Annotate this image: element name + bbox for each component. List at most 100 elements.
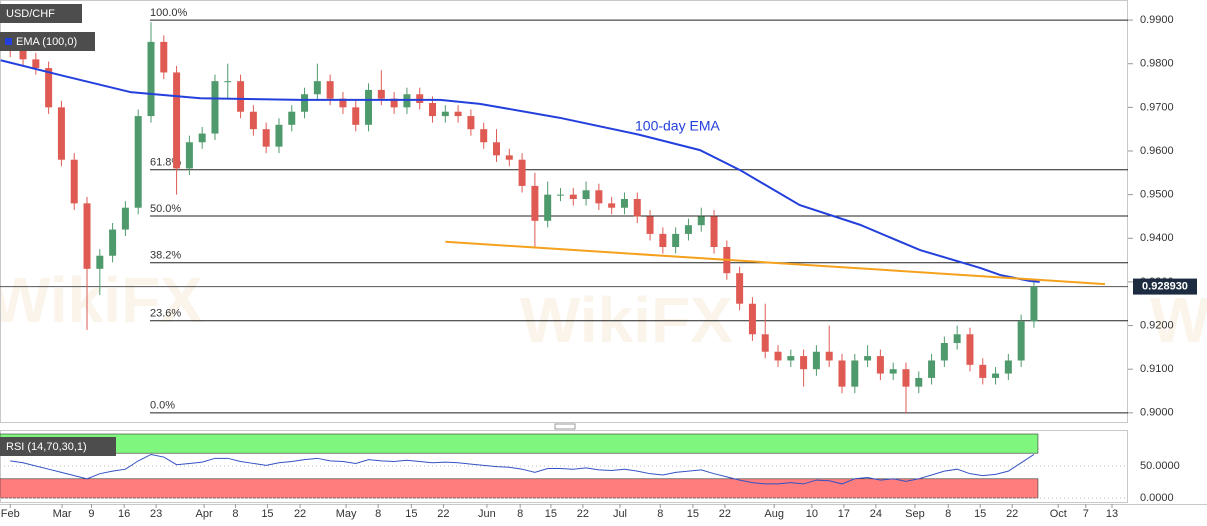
x-tick-label: 23	[150, 508, 162, 520]
x-tick-label: 15	[261, 508, 273, 520]
rsi-legend-box	[0, 437, 116, 456]
candle-body	[940, 343, 948, 361]
candle-body	[915, 377, 923, 387]
rsi-line	[10, 453, 1035, 485]
candle-body	[160, 41, 168, 73]
candle-body	[454, 111, 462, 117]
candle-body	[416, 94, 424, 103]
candle-body	[390, 98, 398, 108]
watermark: WikiFX	[520, 284, 733, 356]
rsi-band	[0, 478, 1039, 499]
ema-legend-label: EMA (100,0)	[16, 36, 77, 48]
x-tick-label: 22	[1006, 508, 1018, 520]
candle-body	[109, 229, 117, 256]
plot-layer: 0.99000.98000.97000.96000.95000.94000.93…	[0, 7, 1197, 520]
symbol-label: USD/CHF	[6, 8, 55, 20]
x-tick-label: 8	[375, 508, 381, 520]
fib-label: 50.0%	[150, 203, 181, 215]
candle-body	[595, 190, 603, 204]
candle-body	[851, 360, 859, 387]
candle-body	[697, 216, 705, 226]
candle-body	[185, 142, 193, 169]
ema-annotation: 100-day EMA	[635, 118, 720, 134]
watermark: WikiFX	[0, 264, 203, 336]
rsi-legend-label: RSI (14,70,30,1)	[6, 441, 87, 453]
candle-body	[838, 360, 846, 387]
candle-body	[262, 129, 270, 147]
rsi-tick-label: 50.0000	[1140, 460, 1180, 472]
x-tick-label: 16	[118, 508, 130, 520]
y-tick-label: 0.9000	[1140, 407, 1174, 419]
x-tick-label: Sep	[905, 508, 925, 520]
x-tick-label: 22	[437, 508, 449, 520]
ema-line	[0, 59, 1040, 283]
y-tick-label: 0.9100	[1140, 363, 1174, 375]
symbol-box	[0, 4, 82, 23]
x-tick-label: 15	[687, 508, 699, 520]
x-tick-label: 13	[1106, 508, 1118, 520]
candle-body	[32, 59, 40, 69]
candle-body	[736, 273, 744, 304]
candle-body	[173, 72, 181, 169]
candle-body	[633, 198, 641, 217]
x-tick-label: 15	[974, 508, 986, 520]
candle-body	[121, 207, 129, 230]
last-price-label: 0.928930	[1142, 280, 1188, 292]
x-tick-label: 10	[806, 508, 818, 520]
candle-body	[992, 373, 1000, 378]
candle-body	[800, 356, 808, 370]
candle-body	[365, 89, 373, 125]
y-tick-label: 0.9800	[1140, 58, 1174, 70]
candle-body	[774, 351, 782, 361]
candle-body	[1030, 286, 1038, 322]
x-tick-label: Aug	[764, 508, 784, 520]
candle-body	[710, 216, 718, 248]
y-tick-label: 0.9600	[1140, 145, 1174, 157]
fib-label: 23.6%	[150, 308, 181, 320]
x-tick-label: Feb	[1, 508, 20, 520]
panel-resize-handle[interactable]	[554, 423, 576, 430]
candle-body	[889, 369, 897, 374]
y-tick-label: 0.9400	[1140, 232, 1174, 244]
x-tick-label: Jul	[613, 508, 627, 520]
candle-body	[953, 334, 961, 344]
fib-label: 0.0%	[150, 400, 175, 412]
candle-body	[1004, 360, 1012, 374]
candle-body	[467, 116, 475, 130]
ema-legend-swatch	[5, 38, 12, 45]
candle-body	[198, 133, 206, 143]
x-tick-label: 8	[232, 508, 238, 520]
x-tick-label: 9	[88, 508, 94, 520]
candle-body	[876, 356, 884, 374]
candle-body	[134, 116, 142, 208]
candle-body	[429, 102, 437, 117]
watermark: WikiFX	[1150, 284, 1207, 356]
x-tick-label: 24	[870, 508, 882, 520]
x-tick-label: Mar	[53, 508, 72, 520]
candle-body	[864, 356, 872, 361]
candle-body	[211, 81, 219, 134]
x-tick-label: 8	[517, 508, 523, 520]
y-tick-label: 0.9700	[1140, 101, 1174, 113]
candle-body	[787, 356, 795, 361]
candle-body	[288, 111, 296, 125]
candle-body	[672, 233, 680, 248]
x-tick-label: May	[336, 508, 357, 520]
rsi-band	[0, 433, 1039, 454]
y-tick-label: 0.9500	[1140, 189, 1174, 201]
candle-body	[608, 203, 616, 208]
x-tick-label: 22	[577, 508, 589, 520]
candle-body	[684, 225, 692, 234]
candle-body	[275, 124, 283, 147]
candle-body	[313, 81, 321, 95]
x-tick-label: 8	[657, 508, 663, 520]
candle-body	[301, 94, 309, 112]
trend-line	[445, 240, 1106, 286]
fib-label: 100.0%	[150, 7, 188, 19]
candle-body	[237, 81, 245, 112]
candle-body	[1017, 321, 1025, 361]
candle-body	[70, 159, 78, 204]
candle-body	[339, 98, 347, 108]
candle-body	[352, 107, 360, 125]
